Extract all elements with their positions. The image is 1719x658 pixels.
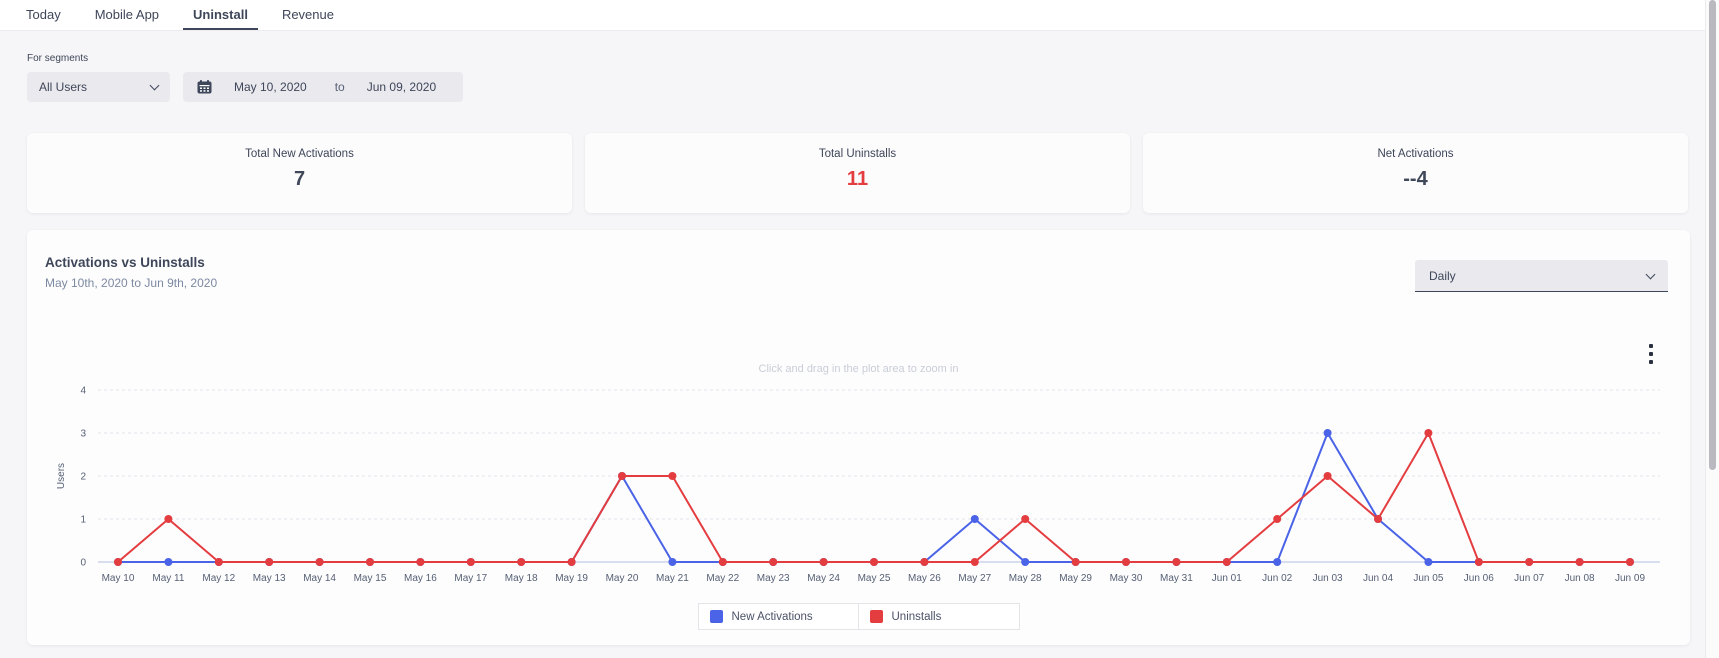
- svg-text:May 14: May 14: [303, 573, 336, 584]
- svg-text:1: 1: [80, 515, 86, 526]
- scrollbar-thumb[interactable]: [1709, 0, 1716, 470]
- svg-text:Jun 06: Jun 06: [1464, 573, 1494, 584]
- svg-text:Jun 04: Jun 04: [1363, 573, 1393, 584]
- svg-text:May 15: May 15: [354, 573, 387, 584]
- svg-text:May 23: May 23: [757, 573, 790, 584]
- svg-text:May 20: May 20: [606, 573, 639, 584]
- stat-label: Net Activations: [1377, 148, 1454, 160]
- svg-text:May 11: May 11: [152, 573, 184, 584]
- svg-text:Jun 02: Jun 02: [1262, 573, 1292, 584]
- for-segments-label: For segments: [27, 53, 89, 64]
- stat-label: Total New Activations: [245, 148, 354, 160]
- svg-text:May 16: May 16: [404, 573, 437, 584]
- tab-revenue[interactable]: Revenue: [281, 6, 334, 22]
- svg-text:May 25: May 25: [858, 573, 891, 584]
- date-range-picker[interactable]: May 10, 2020 to Jun 09, 2020: [183, 72, 463, 102]
- svg-text:0: 0: [80, 558, 86, 569]
- stat-value: --4: [1403, 168, 1428, 190]
- date-from-value[interactable]: May 10, 2020: [234, 80, 307, 94]
- svg-text:4: 4: [80, 386, 86, 397]
- svg-text:May 22: May 22: [706, 573, 739, 584]
- top-tab-bar: Today Mobile App Uninstall Revenue: [0, 0, 1719, 31]
- svg-text:May 30: May 30: [1110, 573, 1143, 584]
- tab-uninstall[interactable]: Uninstall: [183, 0, 258, 30]
- chart-subtitle: May 10th, 2020 to Jun 9th, 2020: [45, 276, 218, 290]
- svg-text:May 31: May 31: [1160, 573, 1193, 584]
- legend-label: New Activations: [731, 610, 813, 623]
- svg-text:3: 3: [80, 429, 86, 440]
- new-activations-swatch-icon: [709, 610, 723, 623]
- svg-text:Jun 09: Jun 09: [1615, 573, 1645, 584]
- line-chart-plot-area[interactable]: 0 1 2 3 4 Users May 10 May 11 May 12 May 13 May 14…: [50, 378, 1665, 590]
- date-range-to-label: to: [334, 80, 345, 94]
- svg-text:Jun 05: Jun 05: [1413, 573, 1443, 584]
- legend-label: Uninstalls: [891, 610, 942, 623]
- legend-item-uninstalls[interactable]: Uninstalls: [858, 603, 1020, 630]
- interval-select-value: Daily: [1429, 268, 1456, 283]
- interval-select[interactable]: Daily: [1415, 260, 1668, 292]
- svg-text:May 19: May 19: [555, 573, 588, 584]
- svg-text:2: 2: [80, 472, 86, 483]
- svg-text:May 10: May 10: [102, 573, 135, 584]
- chart-title: Activations vs Uninstalls: [45, 255, 205, 270]
- svg-text:May 29: May 29: [1059, 573, 1092, 584]
- svg-text:May 13: May 13: [253, 573, 286, 584]
- segment-select-value: All Users: [39, 80, 88, 94]
- svg-text:May 17: May 17: [454, 573, 487, 584]
- stat-value: 11: [846, 168, 869, 190]
- stat-value: 7: [293, 168, 306, 190]
- svg-text:May 26: May 26: [908, 573, 941, 584]
- chart-menu-kebab-icon[interactable]: [1644, 342, 1658, 366]
- activations-vs-uninstalls-chart-card: Activations vs Uninstalls May 10th, 2020…: [27, 230, 1690, 645]
- svg-text:May 21: May 21: [656, 573, 689, 584]
- zoom-hint-text: Click and drag in the plot area to zoom …: [758, 363, 959, 375]
- chart-legend: New Activations Uninstalls: [27, 603, 1690, 630]
- tab-mobile-app[interactable]: Mobile App: [94, 6, 160, 22]
- stat-label: Total Uninstalls: [818, 148, 897, 160]
- svg-text:Jun 01: Jun 01: [1212, 573, 1242, 584]
- svg-text:May 24: May 24: [807, 573, 840, 584]
- date-to-value[interactable]: Jun 09, 2020: [366, 80, 437, 94]
- segment-select[interactable]: All Users: [27, 72, 170, 102]
- svg-text:May 28: May 28: [1009, 573, 1042, 584]
- svg-text:Jun 03: Jun 03: [1313, 573, 1343, 584]
- stat-card-total-uninstalls: Total Uninstalls 11: [585, 133, 1130, 213]
- svg-text:Jun 08: Jun 08: [1565, 573, 1595, 584]
- svg-text:May 12: May 12: [202, 573, 235, 584]
- stat-card-total-new-activations: Total New Activations 7: [27, 133, 572, 213]
- svg-text:May 27: May 27: [958, 573, 991, 584]
- tab-today[interactable]: Today: [26, 6, 61, 22]
- chevron-down-icon: [149, 80, 160, 91]
- stat-card-net-activations: Net Activations --4: [1143, 133, 1688, 213]
- uninstalls-swatch-icon: [869, 610, 883, 623]
- svg-text:May 18: May 18: [505, 573, 538, 584]
- svg-text:Users: Users: [56, 463, 67, 489]
- chevron-down-icon: [1645, 269, 1656, 279]
- svg-text:Jun 07: Jun 07: [1514, 573, 1544, 584]
- calendar-icon: [197, 80, 212, 94]
- vertical-scrollbar[interactable]: [1705, 0, 1719, 658]
- legend-item-new-activations[interactable]: New Activations: [697, 603, 859, 630]
